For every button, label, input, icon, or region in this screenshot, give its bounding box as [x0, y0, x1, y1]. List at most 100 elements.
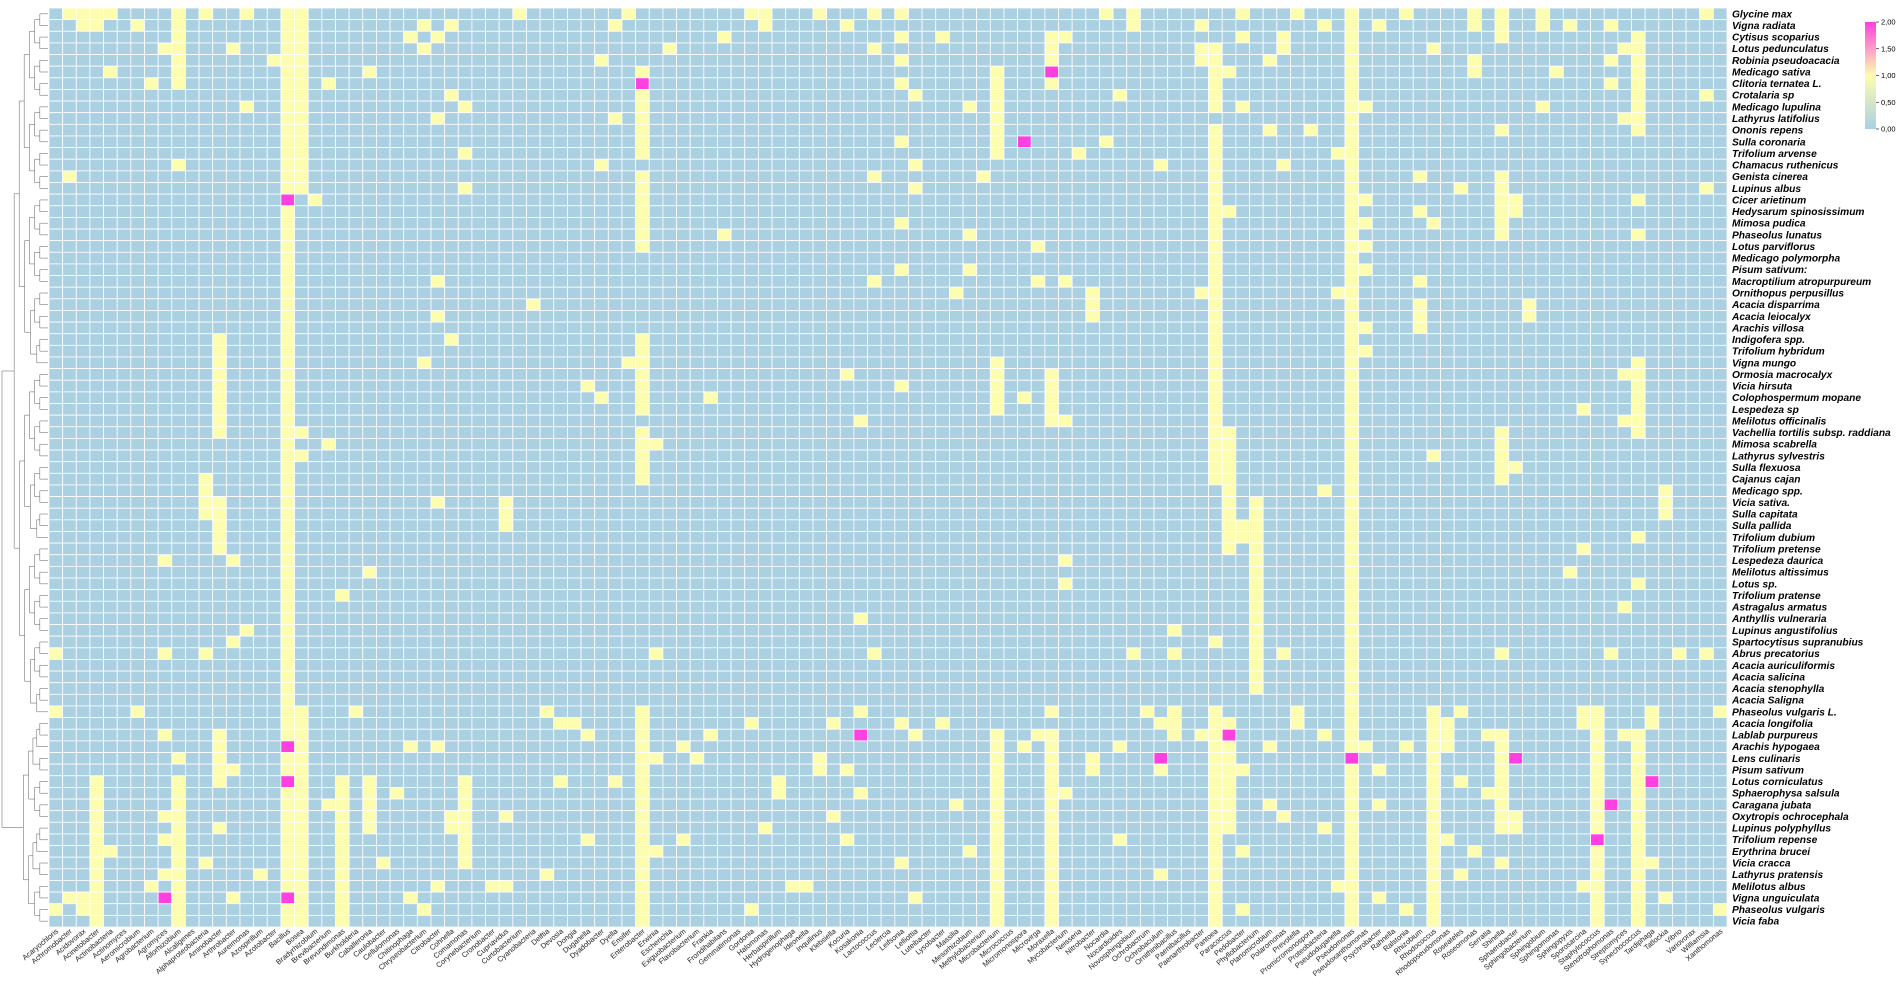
heatmap-cell: [894, 216, 909, 230]
heatmap-cell: [144, 54, 159, 67]
heatmap-cell: [62, 170, 77, 183]
heatmap-cell: [539, 391, 555, 404]
heatmap-cell: [1672, 100, 1687, 114]
heatmap-cell: [730, 426, 746, 439]
heatmap-cell: [826, 30, 841, 44]
heatmap-cell: [1317, 310, 1332, 323]
heatmap-cell: [1249, 193, 1264, 207]
heatmap-cell: [1085, 77, 1100, 90]
heatmap-cell: [1385, 344, 1400, 358]
heatmap-cell: [1712, 89, 1728, 102]
heatmap-cell: [1194, 112, 1209, 125]
heatmap-cell: [1303, 158, 1319, 172]
heatmap-cell: [321, 100, 336, 114]
heatmap-cell: [403, 426, 418, 439]
heatmap-cell: [703, 65, 718, 79]
heatmap-cell: [212, 123, 227, 137]
heatmap-cell: [185, 368, 200, 381]
heatmap-cell: [416, 426, 432, 439]
heatmap-cell: [1385, 158, 1400, 172]
heatmap-cell: [1576, 391, 1591, 404]
heatmap-cell: [362, 112, 377, 125]
heatmap-cell: [635, 100, 650, 114]
heatmap-cell: [225, 100, 241, 114]
heatmap-cell: [144, 275, 159, 288]
heatmap-cell: [1699, 19, 1714, 32]
heatmap-cell: [212, 449, 227, 463]
heatmap-cell: [771, 30, 787, 44]
heatmap-cell: [335, 7, 350, 21]
heatmap-cell: [362, 391, 377, 404]
heatmap-cell: [1549, 205, 1564, 218]
heatmap-cell: [1017, 228, 1032, 242]
heatmap-cell: [1521, 7, 1537, 21]
heatmap-cell: [1385, 426, 1400, 439]
heatmap-cell: [935, 251, 950, 265]
heatmap-cell: [1576, 438, 1591, 451]
heatmap-cell: [471, 391, 486, 404]
heatmap-cell: [198, 310, 214, 323]
heatmap-cell: [1426, 123, 1441, 137]
heatmap-cell: [1481, 216, 1496, 230]
heatmap-cell: [62, 449, 77, 463]
heatmap-cell: [1494, 216, 1510, 230]
heatmap-cell: [376, 89, 391, 102]
heatmap-cell: [771, 42, 787, 55]
heatmap-cell: [498, 240, 514, 253]
heatmap-cell: [307, 368, 323, 381]
heatmap-cell: [717, 123, 732, 137]
heatmap-cell: [635, 414, 650, 428]
heatmap-cell: [1549, 42, 1564, 55]
heatmap-cell: [1508, 344, 1523, 358]
heatmap-cell: [444, 182, 459, 195]
heatmap-cell: [1699, 54, 1714, 67]
heatmap-cell: [1112, 112, 1128, 125]
heatmap-cell: [335, 77, 350, 90]
heatmap-cell: [1330, 368, 1346, 381]
heatmap-cell: [1590, 368, 1605, 381]
heatmap-cell: [1249, 205, 1264, 218]
heatmap-cell: [1508, 379, 1523, 393]
heatmap-cell: [1494, 170, 1510, 183]
heatmap-cell: [1221, 205, 1237, 218]
heatmap-cell: [75, 333, 91, 346]
heatmap-cell: [1139, 112, 1155, 125]
heatmap-cell: [1317, 170, 1332, 183]
heatmap-cell: [198, 89, 214, 102]
heatmap-cell: [1344, 240, 1360, 253]
heatmap-cell: [1085, 54, 1100, 67]
heatmap-cell: [1385, 123, 1400, 137]
heatmap-cell: [144, 391, 159, 404]
heatmap-cell: [1003, 344, 1019, 358]
heatmap-cell: [962, 147, 978, 160]
heatmap-cell: [389, 403, 405, 416]
heatmap-cell: [962, 403, 978, 416]
heatmap-cell: [498, 310, 514, 323]
heatmap-cell: [1017, 54, 1032, 67]
heatmap-cell: [1535, 147, 1551, 160]
heatmap-cell: [1180, 205, 1196, 218]
heatmap-cell: [348, 112, 364, 125]
heatmap-cell: [962, 182, 978, 195]
heatmap-cell: [321, 123, 336, 137]
heatmap-cell: [198, 7, 214, 21]
heatmap-cell: [1644, 275, 1660, 288]
heatmap-cell: [880, 158, 896, 172]
heatmap-cell: [1685, 42, 1701, 55]
heatmap-cell: [935, 426, 950, 439]
heatmap-cell: [785, 275, 800, 288]
heatmap-cell: [1699, 414, 1714, 428]
heatmap-cell: [1235, 344, 1250, 358]
heatmap-cell: [1358, 251, 1373, 265]
heatmap-cell: [307, 19, 323, 32]
heatmap-cell: [1276, 135, 1291, 148]
heatmap-cell: [1521, 275, 1537, 288]
heatmap-cell: [144, 19, 159, 32]
heatmap-cell: [812, 77, 828, 90]
heatmap-cell: [539, 368, 555, 381]
heatmap-cell: [457, 7, 473, 21]
heatmap-cell: [1167, 158, 1182, 172]
heatmap-cell: [75, 414, 91, 428]
heatmap-cell: [1180, 263, 1196, 276]
heatmap-cell: [1508, 135, 1523, 148]
